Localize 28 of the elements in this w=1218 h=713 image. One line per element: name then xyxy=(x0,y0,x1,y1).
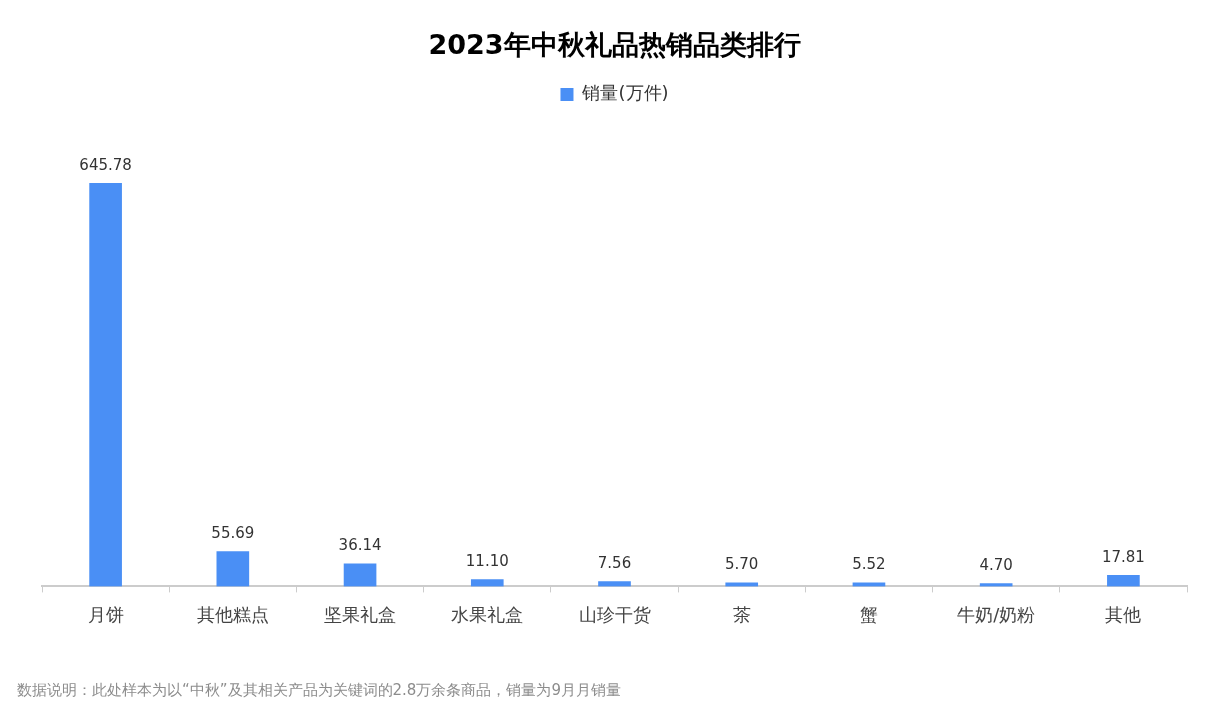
bar xyxy=(598,581,631,587)
data-label: 17.81 xyxy=(1101,547,1145,566)
bar xyxy=(343,563,377,587)
x-tick-label: 坚果礼盒 xyxy=(324,603,397,625)
chart-title: 2023年中秋礼品热销品类排行 xyxy=(428,29,801,61)
bar xyxy=(470,579,504,587)
x-tick-label: 山珍干货 xyxy=(578,603,651,625)
data-label: 5.70 xyxy=(725,555,759,574)
x-tick-label: 其他 xyxy=(1105,603,1142,625)
data-label: 4.70 xyxy=(979,555,1013,574)
x-tick-label: 蟹 xyxy=(859,603,878,625)
data-label: 11.10 xyxy=(465,551,509,570)
data-label: 7.56 xyxy=(597,554,632,573)
data-label: 36.14 xyxy=(338,536,382,555)
data-label: 5.52 xyxy=(852,555,886,574)
bar xyxy=(979,583,1013,587)
bar xyxy=(1107,574,1140,587)
bar xyxy=(89,182,122,587)
x-tick-label: 月饼 xyxy=(87,603,124,625)
x-tick-label: 牛奶/奶粉 xyxy=(957,603,1036,625)
data-label: 55.69 xyxy=(211,524,255,543)
legend-label: 销量(万件) xyxy=(581,82,669,104)
bar xyxy=(216,551,250,587)
x-tick-label: 水果礼盒 xyxy=(451,603,524,625)
x-tick-label: 其他糕点 xyxy=(196,603,269,625)
data-label: 645.78 xyxy=(79,155,132,174)
text: 数据说明：此处样本为以“中秋”及其相关产品为关键词的2.8万余条商品，销量为9月月销量 xyxy=(17,680,621,701)
x-tick-label: 茶 xyxy=(732,603,751,625)
